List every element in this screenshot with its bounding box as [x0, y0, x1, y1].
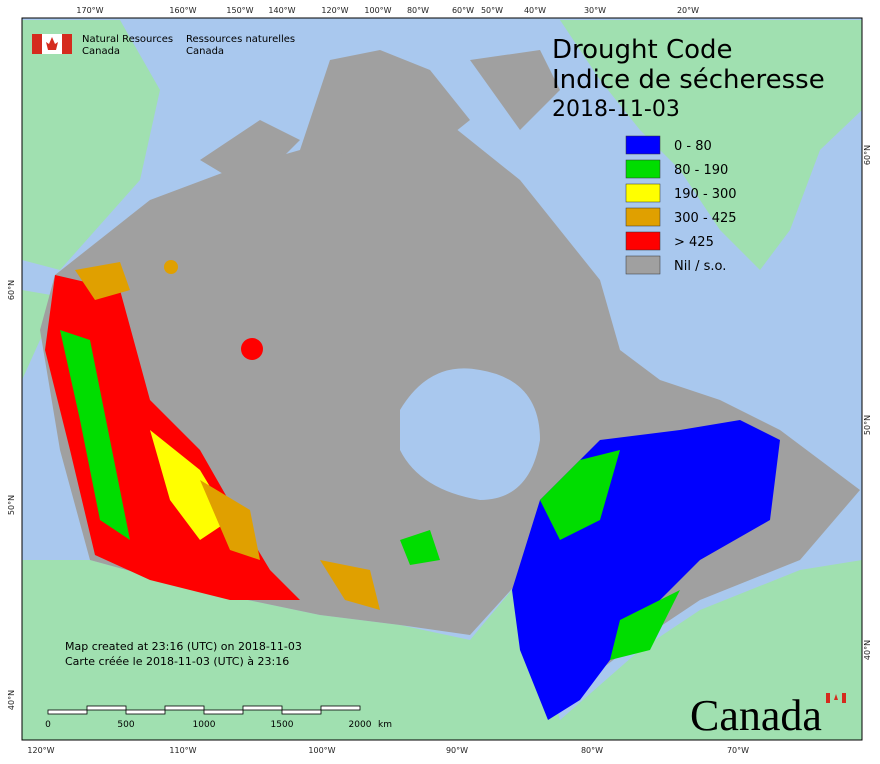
scale-segment [203, 709, 244, 715]
scale-segment [164, 705, 205, 711]
legend-swatch [625, 135, 661, 155]
scale-segment [47, 709, 88, 715]
flag-bar [826, 693, 830, 703]
legend-label: 80 - 190 [674, 163, 728, 178]
scale-bar: 0 500 1000 1500 2000 km [45, 705, 392, 730]
map-frame [22, 18, 862, 740]
note: Carte créée le 2018-11-03 (UTC) à 23:16 [65, 655, 289, 668]
legend-swatch [625, 231, 661, 251]
wordmark-text: Canada [690, 691, 822, 740]
org-en: Natural Resources [82, 34, 173, 45]
graticule-label: 110°W [169, 746, 196, 755]
graticule-label: 140°W [268, 6, 295, 15]
title: Indice de sécheresse [552, 65, 825, 95]
scale-segment [125, 709, 166, 715]
graticule-label: 50°N [7, 495, 16, 515]
date: 2018-11-03 [552, 97, 680, 122]
graticule-label: 60°N [863, 145, 872, 165]
graticule-label: 170°W [76, 6, 103, 15]
region-190-300 [150, 430, 230, 540]
graticule-label: 80°W [407, 6, 429, 15]
scale-segment [242, 705, 283, 711]
alaska-north [22, 20, 160, 270]
greenland [560, 20, 862, 270]
scale-segment [320, 705, 361, 711]
graticule-label: 100°W [308, 746, 335, 755]
graticule-label: 40°N [7, 690, 16, 710]
region-300-425-spot [164, 260, 178, 274]
org-fr: Canada [186, 46, 224, 57]
legend-label: > 425 [674, 235, 714, 250]
legend-label: 300 - 425 [674, 211, 737, 226]
graticule-label: 60°W [452, 6, 474, 15]
graticule-label: 50°N [863, 415, 872, 435]
scale-unit: km [378, 720, 392, 730]
legend-swatch [625, 255, 661, 275]
legend-swatch [625, 159, 661, 179]
graticule-label: 50°W [481, 6, 503, 15]
org-en: Canada [82, 46, 120, 57]
nrcan-logo: Natural Resources Canada Ressources natu… [32, 34, 295, 57]
legend-label: Nil / s.o. [674, 259, 726, 274]
graticule-label: 150°W [226, 6, 253, 15]
flag-bar [842, 693, 846, 703]
legend-swatch [625, 183, 661, 203]
scale-label: 500 [117, 720, 134, 730]
graticule-label: 40°N [863, 640, 872, 660]
region-gt-425-spot [241, 338, 263, 360]
region-300-425 [75, 262, 380, 610]
flag-bar [62, 34, 72, 54]
scale-label: 1000 [193, 720, 216, 730]
graticule-label: 160°W [169, 6, 196, 15]
org-fr: Ressources naturelles [186, 34, 295, 45]
graticule-label: 60°N [7, 280, 16, 300]
usa [22, 560, 862, 740]
maple-leaf [834, 694, 838, 700]
frame-border [21, 17, 863, 741]
wordmark: Canada [690, 691, 846, 740]
title: Drought Code [552, 35, 733, 65]
legend-label: 190 - 300 [674, 187, 737, 202]
legend-swatch [625, 207, 661, 227]
graticule-label: 120°W [27, 746, 54, 755]
legend: 0 - 80 80 - 190 190 - 300 300 - 425 > 425 Nil… [625, 135, 737, 275]
graticule-label: 90°W [446, 746, 468, 755]
scale-label: 2000 [349, 720, 372, 730]
scale-label: 1500 [271, 720, 294, 730]
flag-bar [32, 34, 42, 54]
graticule-label: 30°W [584, 6, 606, 15]
graticule-label: 120°W [321, 6, 348, 15]
graticule-label: 100°W [364, 6, 391, 15]
note: Map created at 23:16 (UTC) on 2018-11-03 [65, 640, 302, 653]
arctic-islands [200, 50, 560, 190]
scale-segment [86, 705, 127, 711]
graticule-label: 40°W [524, 6, 546, 15]
graticule-label: 80°W [581, 746, 603, 755]
scale-segment [281, 709, 322, 715]
maple-leaf [46, 37, 58, 50]
graticule-label: 20°W [677, 6, 699, 15]
graticule-label: 70°W [727, 746, 749, 755]
scale-label: 0 [45, 720, 51, 730]
legend-label: 0 - 80 [674, 139, 712, 154]
region-80-190-west [60, 330, 130, 540]
graticule-labels: 170°W 160°W 150°W 140°W 120°W 100°W 80°W 60°W 50… [7, 6, 872, 755]
region-80-190 [400, 450, 680, 660]
hudson-bay [400, 368, 540, 500]
